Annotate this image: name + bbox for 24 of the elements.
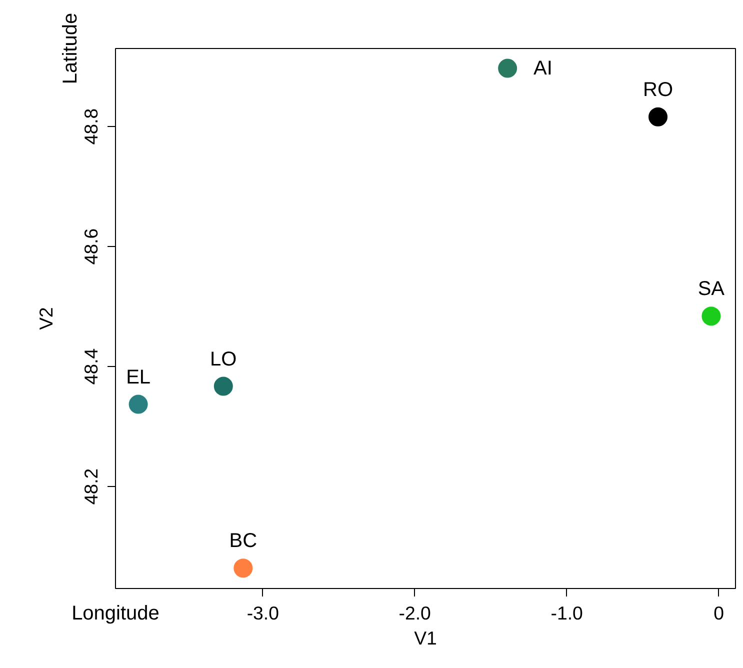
x-tick-label: -1.0 [550,602,583,624]
point [128,394,148,414]
annotation: AI [534,57,552,80]
text: Latitude [60,12,82,84]
y-tick-label: 48.2 [80,468,102,505]
annotation: LO [210,348,237,370]
point [214,376,233,396]
point [702,306,721,326]
annotation: SA [698,278,726,300]
point [648,107,668,126]
point [234,558,253,578]
x-tick-label: 0 [714,602,724,624]
x-tick-label: -3.0 [246,602,279,624]
y-axis-title: V2 [36,307,56,330]
annotation: RO [643,78,673,101]
y-tick-label: 48.4 [80,348,102,385]
annotation: EL [126,366,151,388]
y-tick-label: 48.8 [80,108,102,145]
text: Longitude [72,602,160,624]
x-tick-label: -2.0 [398,602,431,624]
annotation: BC [229,530,258,552]
y-tick-label: 48.6 [80,228,102,265]
point [498,58,518,78]
x-axis-title: V1 [414,628,437,648]
